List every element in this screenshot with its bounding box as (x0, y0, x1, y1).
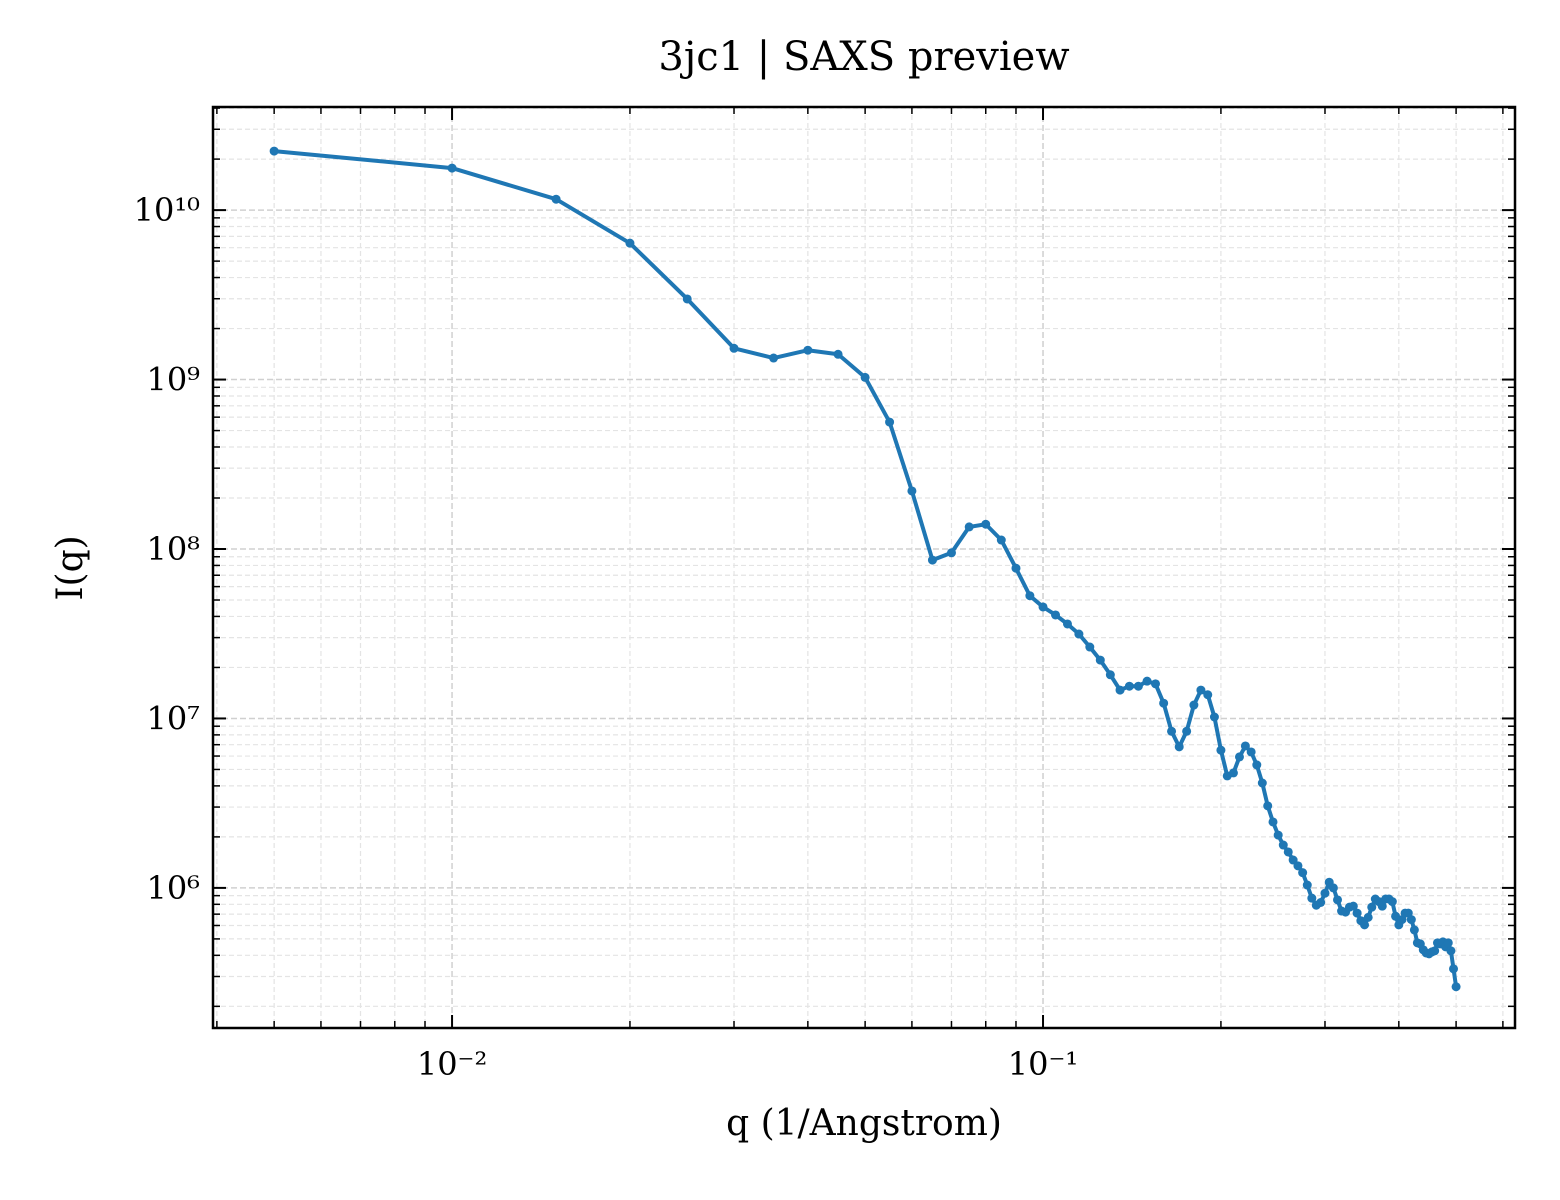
data-point (1105, 670, 1115, 680)
data-point (1025, 591, 1035, 601)
data-point (729, 343, 739, 353)
data-point (1203, 690, 1213, 700)
data-point (1268, 817, 1278, 827)
y-tick-label: 10¹⁰ (134, 191, 200, 229)
data-point (1293, 861, 1303, 871)
y-axis-label: I(q) (50, 535, 91, 600)
data-point (907, 486, 917, 496)
data-point (981, 519, 991, 529)
y-tick-label: 10⁶ (146, 869, 200, 907)
data-point (1159, 698, 1169, 708)
data-point (946, 548, 956, 558)
data-point (1115, 685, 1125, 695)
data-point (1302, 880, 1312, 890)
data-point (1142, 676, 1152, 686)
data-point (1038, 602, 1048, 612)
data-point (1263, 801, 1273, 811)
data-point (1316, 898, 1326, 908)
data-point (769, 353, 779, 363)
data-point (860, 372, 870, 382)
data-point (1409, 925, 1419, 935)
data-point (1278, 840, 1288, 850)
data-point (1133, 681, 1143, 691)
data-point (1051, 610, 1061, 620)
data-point (1333, 895, 1343, 905)
data-point (1446, 946, 1456, 956)
data-point (1298, 868, 1308, 878)
data-point (1367, 902, 1377, 912)
data-point (1234, 752, 1244, 762)
data-point (1252, 760, 1262, 770)
data-point (803, 345, 813, 355)
data-point (1124, 681, 1134, 691)
data-point (1320, 888, 1330, 898)
data-point (1216, 745, 1226, 755)
data-point (682, 294, 692, 304)
plot (269, 146, 1461, 992)
y-tick-label: 10⁸ (146, 530, 200, 568)
data-point (1240, 741, 1250, 751)
data-point (1406, 915, 1416, 925)
data-point (1085, 642, 1095, 652)
y-tick-label: 10⁹ (146, 361, 200, 399)
data-point (833, 349, 843, 359)
data-point (1360, 920, 1370, 930)
data-point (1062, 619, 1072, 629)
data-point (447, 163, 457, 173)
x-axis-label: q (1/Angstrom) (726, 1103, 1002, 1144)
data-point (1167, 726, 1177, 736)
data-point (1209, 712, 1219, 722)
data-point (1449, 964, 1459, 974)
x-tick-label: 10⁻² (417, 1045, 487, 1083)
data-point (996, 535, 1006, 545)
data-point (1273, 830, 1283, 840)
data-point (927, 555, 937, 565)
data-point (1307, 893, 1317, 903)
data-point (1451, 982, 1461, 992)
data-point (1174, 742, 1184, 752)
data-point (1328, 883, 1338, 893)
data-point (269, 146, 279, 156)
data-point (1246, 747, 1256, 757)
data-point (1352, 908, 1362, 918)
plot-frame (211, 105, 1517, 1030)
data-point (885, 417, 895, 427)
data-point (551, 194, 561, 204)
chart-title: 3jc1 | SAXS preview (658, 34, 1069, 80)
data-point (1151, 679, 1161, 689)
x-tick-label: 10⁻¹ (1008, 1045, 1078, 1083)
data-point (1363, 912, 1373, 922)
data-point (964, 522, 974, 532)
data-point (1074, 629, 1084, 639)
data-point (1377, 901, 1387, 911)
data-point (1095, 655, 1105, 665)
data-point (1257, 778, 1267, 788)
data-point (1196, 685, 1206, 695)
data-point (1443, 938, 1453, 948)
data-point (625, 238, 635, 248)
data-point (1189, 700, 1199, 710)
data-point (1430, 946, 1440, 956)
data-point (1387, 897, 1397, 907)
y-tick-label: 10⁷ (146, 699, 200, 737)
data-point (1182, 726, 1192, 736)
data-point (1283, 847, 1293, 857)
grid (213, 107, 1515, 1028)
data-point (1348, 901, 1358, 911)
data-point (1011, 563, 1021, 573)
data-point (1228, 768, 1238, 778)
